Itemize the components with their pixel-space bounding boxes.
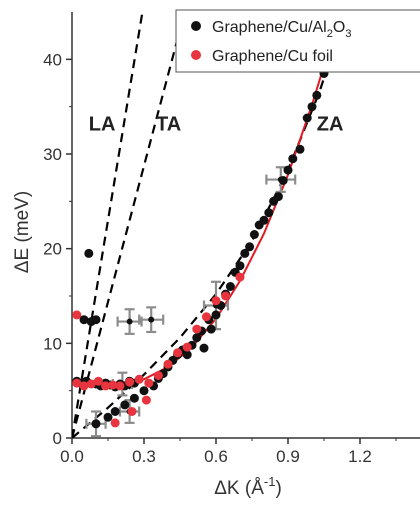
point-series2 — [235, 272, 245, 282]
point-series2 — [163, 359, 173, 369]
point-series2 — [134, 374, 144, 384]
legend: Graphene/Cu/Al2O3 Graphene/Cu foil — [175, 9, 420, 73]
point-series1 — [240, 248, 250, 258]
point-series2 — [72, 378, 82, 388]
point-series2 — [110, 418, 120, 428]
point-series1 — [264, 208, 274, 218]
error-center — [148, 316, 155, 323]
x-axis-title-close: ) — [275, 478, 281, 499]
x-axis-title-main: ΔK (Å — [214, 478, 264, 499]
y-tick-label: 10 — [43, 334, 62, 353]
guide-line-ta — [72, 12, 186, 438]
point-series1 — [103, 412, 113, 422]
point-series1 — [199, 343, 209, 353]
point-series1 — [79, 315, 89, 325]
y-tick-label: 40 — [43, 50, 62, 69]
point-series2 — [125, 377, 135, 387]
point-series1 — [273, 192, 283, 202]
point-series2 — [192, 324, 202, 334]
point-series1 — [120, 400, 130, 410]
x-tick-label: 0.0 — [60, 447, 84, 466]
legend-box — [175, 9, 420, 73]
point-series2 — [72, 310, 82, 320]
point-series2 — [144, 378, 154, 388]
point-series1 — [312, 90, 322, 100]
point-series1 — [295, 144, 305, 154]
point-series2 — [141, 395, 151, 405]
point-series2 — [93, 376, 103, 386]
point-series1 — [283, 165, 293, 175]
point-series2 — [127, 407, 137, 416]
mode-labels: LA TA ZA — [89, 113, 344, 135]
axis-ticks: 0.0 0.3 0.6 0.9 1.2 0 10 20 30 40 — [43, 50, 397, 466]
point-series1 — [288, 154, 298, 164]
y-tick-label: 20 — [43, 240, 62, 259]
point-series1 — [139, 386, 149, 396]
error-bars — [85, 166, 297, 438]
point-series2 — [79, 381, 89, 391]
point-series2 — [182, 342, 192, 352]
point-series1 — [91, 315, 101, 325]
point-series2 — [211, 296, 221, 306]
y-tick-label: 30 — [43, 145, 62, 164]
point-series1 — [225, 282, 235, 291]
mode-label-la: LA — [89, 113, 116, 135]
point-series2 — [115, 381, 125, 391]
point-series1 — [302, 113, 312, 123]
point-series1 — [91, 419, 101, 429]
y-axis-title: ΔE (meV) — [12, 191, 33, 273]
y-tick-label: 0 — [53, 429, 62, 448]
mode-label-ta: TA — [156, 113, 181, 135]
x-axis-title-sup: -1 — [264, 474, 276, 489]
point-series1 — [259, 215, 269, 225]
point-series1 — [307, 102, 317, 112]
point-series2 — [173, 348, 183, 358]
error-center — [126, 318, 133, 325]
point-series2 — [86, 379, 96, 389]
error-bar — [138, 306, 165, 334]
point-series1 — [235, 261, 245, 271]
point-series1 — [129, 393, 139, 403]
legend-marker-series2 — [191, 50, 201, 60]
point-series2 — [201, 312, 211, 322]
data-points — [72, 35, 341, 429]
point-series1 — [84, 248, 94, 258]
point-series2 — [221, 291, 231, 301]
point-series2 — [101, 381, 111, 391]
x-axis-title: ΔK (Å-1) — [214, 474, 282, 499]
point-series2 — [153, 371, 163, 380]
point-series1 — [206, 324, 216, 334]
point-series1 — [245, 242, 255, 252]
x-tick-label: 0.9 — [276, 447, 300, 466]
guide-line-la — [72, 12, 144, 438]
point-series1 — [211, 310, 221, 320]
x-tick-label: 0.6 — [204, 447, 228, 466]
x-tick-label: 1.2 — [348, 447, 372, 466]
point-series1 — [182, 350, 192, 360]
legend-label-series2: Graphene/Cu foil — [212, 48, 333, 65]
error-bar — [116, 308, 143, 335]
point-series1 — [110, 407, 120, 416]
point-series1 — [278, 176, 288, 185]
x-tick-label: 0.3 — [132, 447, 156, 466]
legend-label-series1: Graphene/Cu/Al2O3 — [212, 19, 351, 40]
point-series1 — [249, 230, 259, 239]
mode-label-za: ZA — [317, 113, 344, 135]
point-series2 — [108, 380, 118, 390]
point-series1 — [192, 333, 202, 343]
legend-marker-series1 — [191, 21, 201, 31]
